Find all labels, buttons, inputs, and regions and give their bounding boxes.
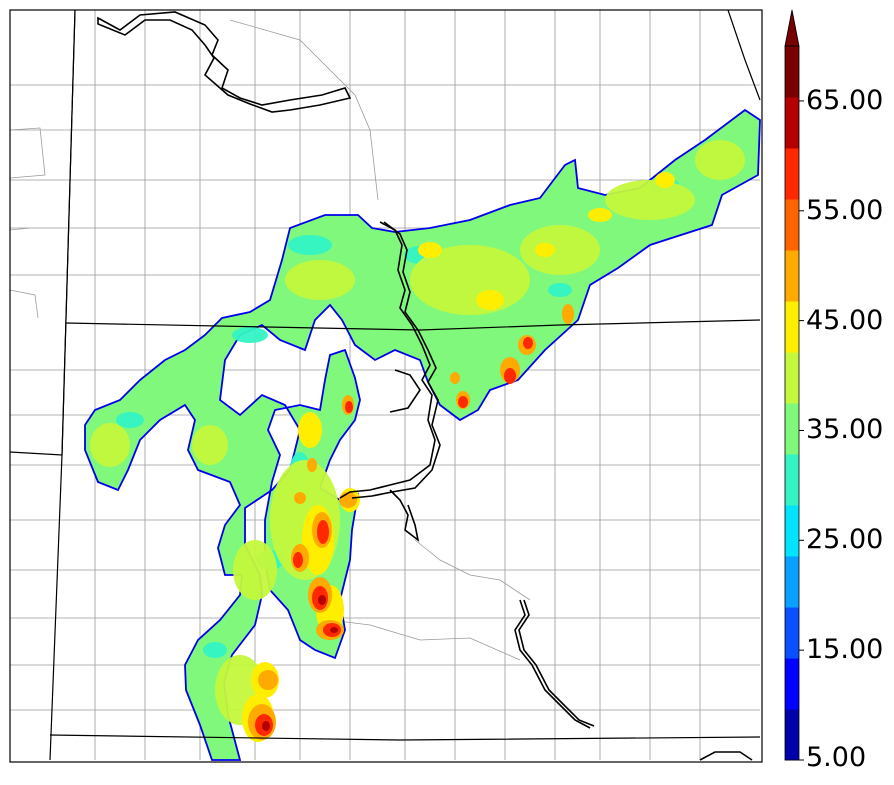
dark-red-patches [262, 595, 338, 731]
colorbar-tick-label: 65.00 [806, 84, 884, 116]
rivers [97, 11, 753, 761]
colorbar-border [784, 45, 800, 761]
colorbar-tick-label: 45.00 [806, 304, 884, 336]
colorbar-bin [785, 301, 799, 353]
colorbar-tick-label: 5.00 [806, 742, 867, 773]
colorbar [784, 9, 804, 761]
colorbar-bin [785, 148, 799, 200]
colorbar-bin [785, 46, 799, 98]
colorbar-bin [785, 556, 799, 608]
precipitation-field [84, 108, 761, 761]
colorbar-bin [785, 403, 799, 455]
colorbar-tick-label: 15.00 [806, 634, 884, 666]
colorbar-bin [785, 709, 799, 761]
colorbar-bin [785, 97, 799, 149]
colorbar-bin [785, 505, 799, 557]
colorbar-bin [785, 454, 799, 506]
colorbar-tick-label: 35.00 [806, 414, 884, 446]
colorbar-extend-arrow [784, 9, 800, 47]
map-frame [9, 9, 763, 763]
colorbar-bin [785, 199, 799, 251]
colorbar-tick-label: 25.00 [806, 524, 884, 556]
map-background [10, 10, 762, 762]
colorbar-bin [785, 607, 799, 659]
colorbar-tick-label: 55.00 [806, 194, 884, 226]
colorbar-bin [785, 658, 799, 710]
colorbar-bin [785, 352, 799, 404]
colorbar-bin [785, 250, 799, 302]
state-borders [10, 10, 761, 761]
